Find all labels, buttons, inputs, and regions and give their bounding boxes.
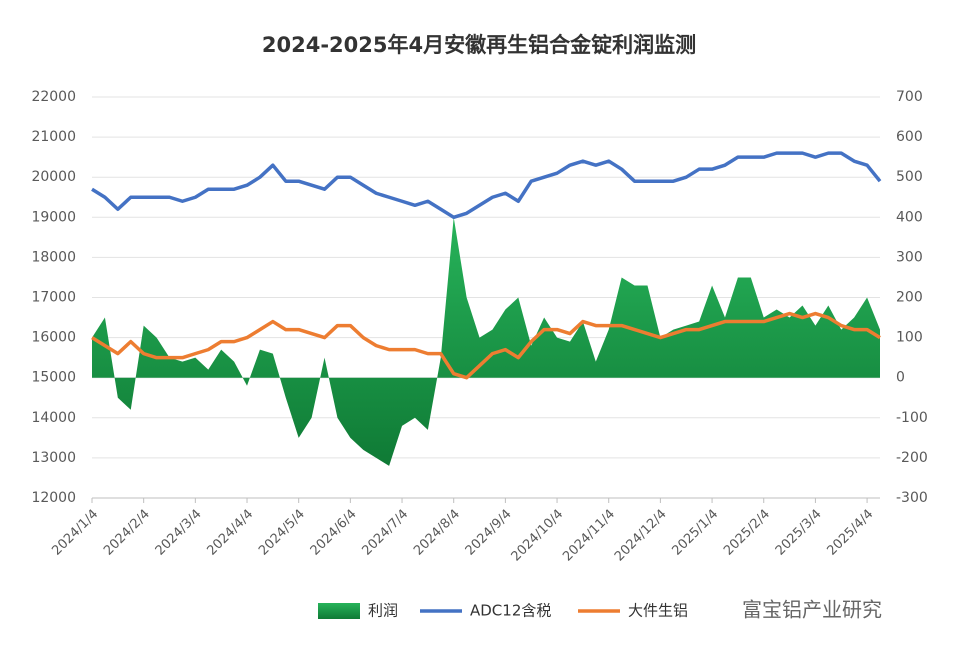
price-line <box>91 151 882 220</box>
x-tick-label: 2024/10/4 <box>509 507 567 565</box>
y-tick-label: 16000 <box>31 330 76 346</box>
y2-tick-label: 400 <box>896 209 923 225</box>
y-tick-label: 17000 <box>31 290 76 306</box>
y-tick-label: 21000 <box>31 129 76 145</box>
x-tick-label: 2025/1/4 <box>669 507 721 559</box>
x-tick-label: 2025/4/4 <box>824 507 876 559</box>
watermark: 富宝铝产业研究 <box>742 598 882 622</box>
x-tick-label: 2025/2/4 <box>721 507 773 559</box>
x-tick-label: 2024/2/4 <box>101 507 153 559</box>
y2-tick-label: 500 <box>896 169 923 185</box>
x-tick-label: 2024/11/4 <box>560 507 618 565</box>
x-tick-label: 2024/1/4 <box>49 507 101 559</box>
y-tick-label: 18000 <box>31 249 76 265</box>
x-tick-label: 2024/9/4 <box>463 507 515 559</box>
x-tick-label: 2024/3/4 <box>153 507 205 559</box>
y2-tick-label: 600 <box>896 129 923 145</box>
y2-tick-label: 200 <box>896 290 923 306</box>
y-tick-label: 20000 <box>31 169 76 185</box>
y2-tick-label: 300 <box>896 249 923 265</box>
y2-tick-label: 0 <box>896 370 905 386</box>
legend-swatch <box>318 603 360 619</box>
y-tick-label: 13000 <box>31 450 76 466</box>
x-tick-label: 2024/4/4 <box>204 507 256 559</box>
y-tick-label: 15000 <box>31 370 76 386</box>
x-tick-label: 2024/7/4 <box>359 507 411 559</box>
chart-title: 2024-2025年4月安徽再生铝合金锭利润监测 <box>262 33 696 57</box>
y2-tick-label: -200 <box>896 450 928 466</box>
legend-label: 大件生铝 <box>628 602 688 620</box>
y-tick-label: 12000 <box>31 490 76 506</box>
y-tick-label: 19000 <box>31 209 76 225</box>
legend-label: 利润 <box>368 602 398 620</box>
x-tick-label: 2024/8/4 <box>411 507 463 559</box>
y2-tick-label: 700 <box>896 89 923 105</box>
x-tick-label: 2024/5/4 <box>256 507 308 559</box>
profit-area <box>92 217 880 466</box>
x-tick-label: 2025/3/4 <box>773 507 825 559</box>
y-tick-label: 14000 <box>31 410 76 426</box>
price-line <box>91 311 881 380</box>
x-tick-label: 2024/6/4 <box>308 507 360 559</box>
x-tick-label: 2024/12/4 <box>612 507 670 565</box>
y2-tick-label: 100 <box>896 330 923 346</box>
y2-tick-label: -300 <box>896 490 928 506</box>
y-tick-label: 22000 <box>31 89 76 105</box>
y2-tick-label: -100 <box>896 410 928 426</box>
legend-label: ADC12含税 <box>470 602 551 620</box>
